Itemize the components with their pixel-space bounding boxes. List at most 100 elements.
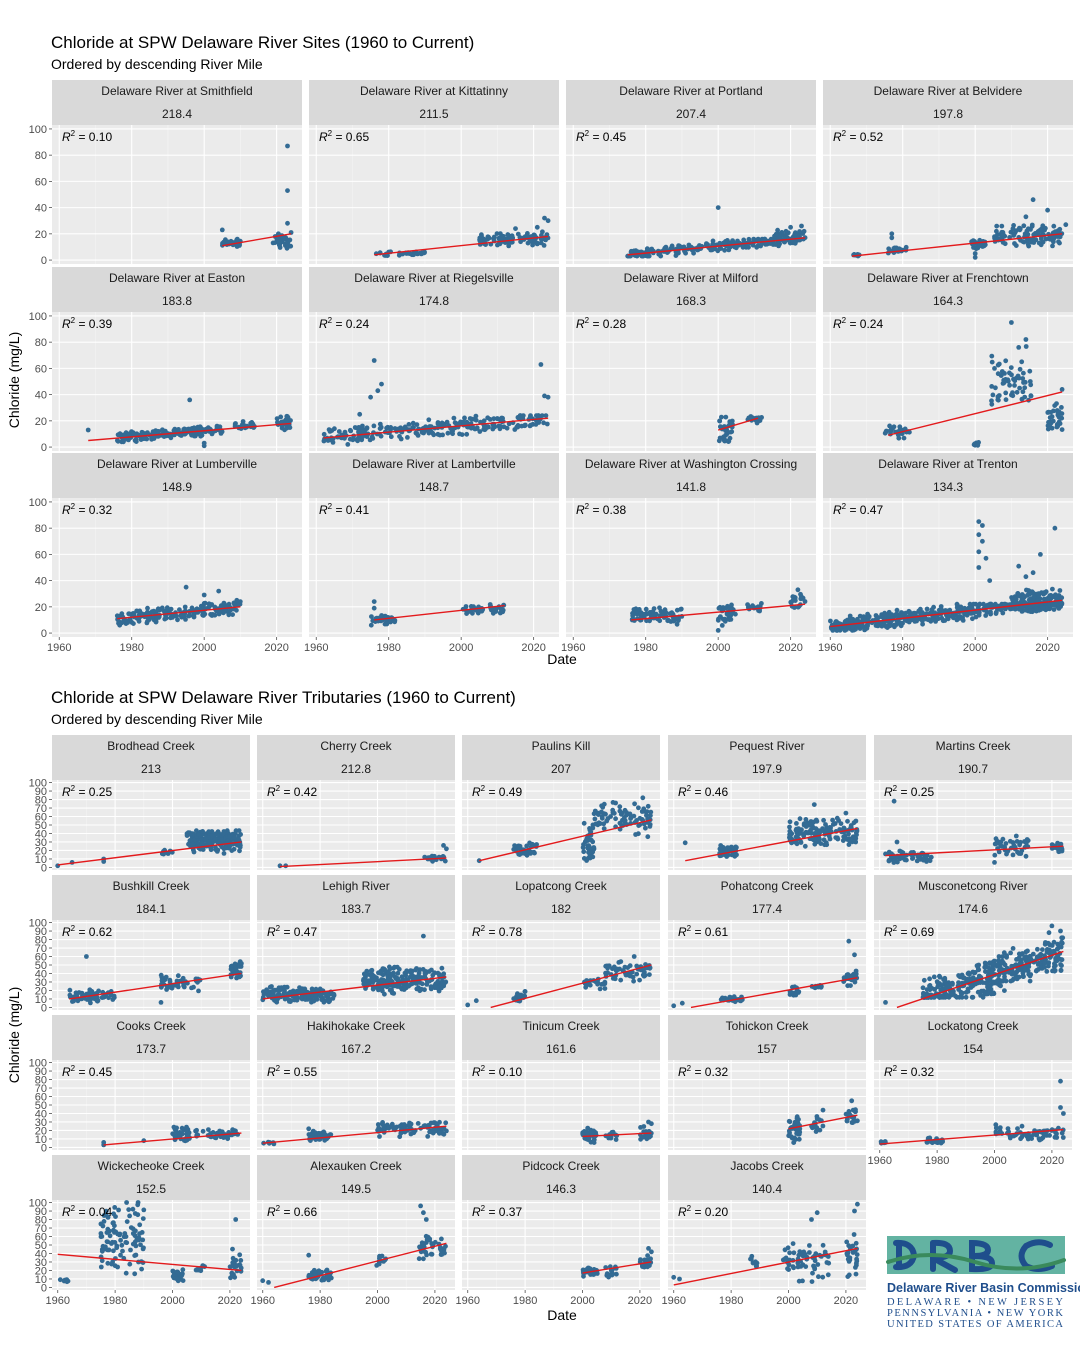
data-point: [989, 384, 995, 389]
data-point: [1017, 957, 1023, 962]
data-point: [613, 816, 618, 822]
data-point: [119, 613, 124, 619]
data-point: [156, 429, 162, 434]
data-point: [622, 807, 628, 813]
data-point: [410, 420, 416, 426]
data-point: [602, 986, 608, 991]
data-point: [176, 427, 181, 432]
data-point: [715, 248, 721, 254]
r-squared-label: R2 = 0.25: [62, 784, 112, 799]
data-point: [1001, 950, 1007, 956]
facet-river-mile: 174.6: [958, 902, 988, 916]
data-point: [1025, 593, 1030, 598]
data-point: [976, 519, 982, 524]
data-point: [891, 798, 897, 804]
data-point: [220, 602, 226, 608]
y-tick-label: 100: [29, 778, 47, 790]
data-point: [141, 436, 147, 442]
data-point: [114, 613, 120, 619]
data-point: [1021, 370, 1026, 376]
r-squared-label: R2 = 0.47: [833, 502, 883, 517]
data-point: [515, 415, 521, 420]
facet-title: Pequest River: [729, 739, 804, 753]
data-point: [375, 388, 381, 394]
data-point: [721, 434, 726, 440]
data-point: [1012, 378, 1018, 384]
data-point: [1016, 563, 1022, 569]
trend-line: [117, 606, 241, 620]
data-point: [1039, 227, 1044, 233]
data-point: [1003, 358, 1009, 364]
data-point: [611, 810, 617, 816]
data-point: [336, 429, 342, 434]
data-point: [813, 837, 819, 843]
data-point: [298, 995, 304, 1001]
data-point: [985, 965, 991, 970]
data-point: [300, 987, 305, 993]
data-point: [405, 983, 411, 989]
data-point: [691, 250, 696, 256]
data-point: [949, 991, 954, 997]
data-point: [1056, 606, 1062, 611]
data-point: [640, 795, 646, 801]
data-point: [967, 601, 973, 607]
data-point: [740, 244, 746, 250]
data-point: [827, 828, 833, 833]
data-point: [153, 619, 159, 625]
x-tick-label: 2020: [521, 642, 545, 654]
data-point: [379, 381, 384, 387]
section-2-subtitle: Ordered by descending River Mile: [51, 711, 263, 727]
facet-river-mile: 207.4: [676, 107, 706, 121]
facet-title: Brodhead Creek: [107, 739, 195, 753]
data-point: [935, 616, 941, 622]
y-tick-label: 60: [35, 549, 47, 561]
data-point: [972, 251, 978, 256]
data-point: [136, 618, 142, 624]
data-point: [1030, 570, 1036, 576]
data-point: [191, 849, 197, 855]
data-point: [524, 843, 530, 849]
facet-strip: [52, 80, 302, 125]
data-point: [1054, 401, 1059, 406]
data-point: [541, 420, 546, 426]
data-point: [382, 613, 388, 619]
data-point: [426, 417, 432, 423]
data-point: [1040, 239, 1046, 245]
data-point: [865, 623, 870, 629]
data-point: [1054, 954, 1060, 960]
data-point: [988, 609, 993, 615]
data-point: [494, 416, 500, 421]
data-point: [710, 242, 716, 247]
plot-area: [823, 312, 1073, 451]
data-point: [914, 858, 920, 864]
facet-river-mile: 197.8: [933, 107, 963, 121]
data-point: [612, 976, 618, 982]
x-tick-label: 1980: [119, 642, 143, 654]
data-point: [1052, 961, 1057, 967]
data-point: [631, 978, 636, 984]
data-point: [187, 613, 193, 618]
data-point: [171, 428, 177, 433]
data-point: [319, 997, 325, 1003]
data-point: [970, 616, 975, 622]
data-point: [989, 401, 995, 407]
data-point: [388, 425, 394, 430]
data-point: [987, 578, 993, 583]
data-point: [232, 961, 238, 967]
facet-title: Delaware River at Trenton: [878, 457, 1017, 471]
data-point: [1002, 988, 1007, 993]
data-point: [491, 416, 497, 422]
data-point: [773, 242, 778, 247]
data-point: [798, 591, 803, 597]
trend-line: [717, 417, 759, 431]
data-point: [1013, 228, 1019, 234]
r-squared-label: R2 = 0.78: [472, 924, 522, 939]
data-point: [1042, 964, 1047, 970]
x-tick-label: 1960: [304, 642, 328, 654]
data-point: [834, 628, 840, 633]
section-1-facets: Delaware River at Smithfield218.40204060…: [29, 80, 1073, 654]
data-point: [962, 611, 968, 617]
data-point: [426, 969, 432, 974]
data-point: [1029, 222, 1035, 228]
